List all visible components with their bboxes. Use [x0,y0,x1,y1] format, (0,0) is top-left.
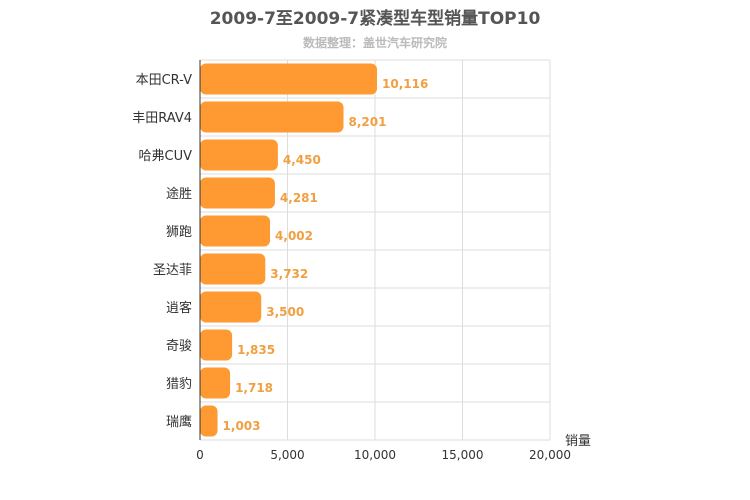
bars [200,63,378,437]
bar [200,139,278,171]
x-tick-label: 20,000 [529,448,571,462]
x-tick-labels: 0 5,000 10,000 15,000 20,000 [196,448,571,462]
data-label: 4,281 [280,191,318,205]
category-label: 丰田RAV4 [132,111,192,126]
category-label: 途胜 [166,186,192,202]
data-label: 4,450 [283,153,321,167]
bar [200,101,344,133]
x-axis-label: 销量 [565,434,591,449]
bar [200,405,218,437]
bar [200,253,266,285]
x-tick-label: 10,000 [354,448,396,462]
category-label: 瑞鹰 [166,414,192,430]
x-tick-label: 5,000 [270,448,304,462]
category-label: 猎豹 [166,377,192,392]
bar [200,63,378,95]
chart-title: 2009-7至2009-7紧凑型车型销量TOP10 [210,8,541,29]
data-label: 1,718 [235,381,273,395]
chart-subtitle: 数据整理：盖世汽车研究院 [303,35,447,50]
value-labels: 10,116 8,201 4,450 4,281 4,002 3,732 3,500 1,83… [223,77,429,433]
data-label: 8,201 [349,115,387,129]
data-label: 1,835 [237,343,275,357]
data-label: 3,732 [270,267,308,281]
x-tick-label: 15,000 [442,448,484,462]
bar [200,291,262,323]
category-label: 逍客 [166,300,192,316]
data-label: 1,003 [223,419,261,433]
category-label: 哈弗CUV [139,149,193,164]
data-label: 3,500 [266,305,304,319]
category-label: 奇骏 [166,338,192,354]
grid-lines [200,59,551,441]
x-tick-label: 0 [196,448,204,462]
bar [200,215,271,247]
bar [200,329,233,361]
bar [200,177,275,209]
category-label: 本田CR-V [136,73,193,88]
bar [200,367,231,399]
category-label: 圣达菲 [153,263,192,278]
category-label: 狮跑 [166,225,192,240]
data-label: 4,002 [275,229,313,243]
data-label: 10,116 [382,77,428,91]
